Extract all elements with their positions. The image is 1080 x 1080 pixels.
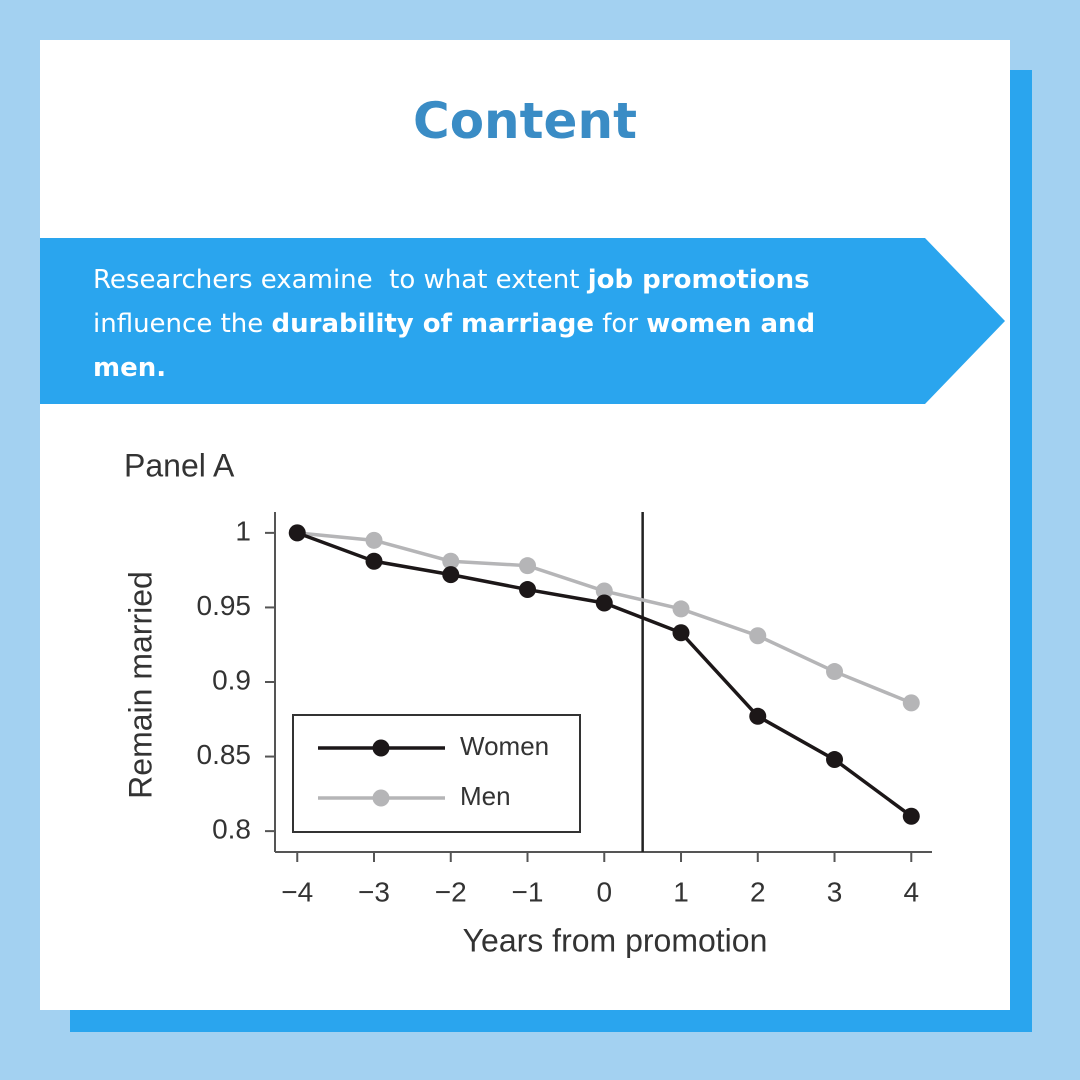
data-point (442, 552, 460, 570)
data-point (749, 707, 767, 725)
legend-label: Men (460, 781, 511, 811)
banner-segment: durability of marriage (271, 309, 595, 339)
banner-segment: job promotions (587, 265, 810, 295)
data-point (902, 694, 920, 712)
y-tick-label: 0.95 (197, 590, 252, 621)
x-tick-label: 3 (827, 876, 843, 907)
legend-box (292, 714, 581, 833)
chart-title: Panel A (124, 447, 235, 483)
banner-segment: women and men. (93, 309, 825, 383)
x-tick-label: 1 (673, 876, 689, 907)
data-point (826, 663, 844, 681)
data-point (595, 582, 613, 600)
y-axis-label: Remain married (122, 571, 158, 799)
x-tick-label: −3 (358, 876, 390, 907)
x-tick-label: 4 (903, 876, 919, 907)
data-point (288, 524, 306, 542)
y-tick-label: 0.9 (212, 664, 251, 695)
banner-segment: influence the (93, 265, 818, 339)
banner-text: Researchers examine to what extent job p… (93, 258, 893, 390)
y-tick-label: 0.85 (197, 739, 252, 770)
data-point (365, 531, 383, 549)
data-point (749, 627, 767, 645)
data-point (672, 600, 690, 618)
legend-label: Women (460, 731, 549, 761)
page-title: Content (413, 92, 637, 150)
data-point (365, 552, 383, 570)
legend-marker (372, 789, 390, 807)
data-point (519, 581, 537, 599)
banner-segment: for (594, 309, 647, 339)
series-line (297, 531, 912, 705)
x-tick-label: −1 (512, 876, 544, 907)
legend-marker (372, 739, 390, 757)
x-tick-label: 0 (596, 876, 612, 907)
banner-arrow (40, 238, 1005, 404)
x-tick-label: 2 (750, 876, 766, 907)
banner-segment: Researchers examine to what extent (93, 265, 588, 295)
card (40, 40, 1010, 1010)
data-point (595, 594, 613, 612)
data-point (826, 751, 844, 769)
y-tick-label: 0.8 (212, 814, 251, 845)
data-point (672, 624, 690, 642)
data-point (519, 557, 537, 575)
data-point (442, 566, 460, 584)
x-tick-label: −2 (435, 876, 467, 907)
x-axis-label: Years from promotion (463, 922, 768, 958)
y-tick-label: 1 (235, 515, 251, 546)
x-tick-label: −4 (281, 876, 313, 907)
data-point (902, 807, 920, 825)
